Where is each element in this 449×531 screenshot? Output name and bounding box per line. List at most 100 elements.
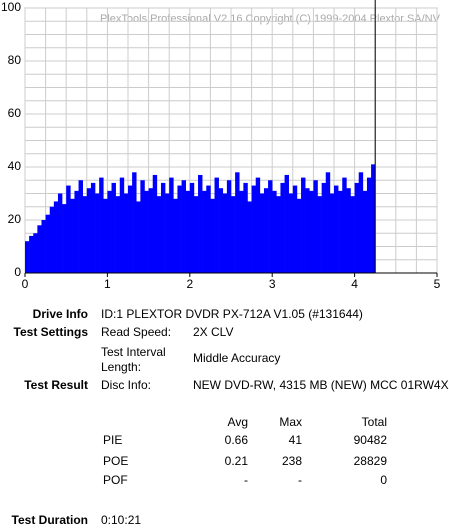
bar — [301, 177, 306, 273]
x-tick-label: 3 — [269, 277, 276, 291]
bar — [57, 193, 63, 273]
bar — [177, 185, 182, 273]
bar — [144, 190, 149, 273]
bar — [128, 185, 133, 273]
bar — [41, 220, 46, 273]
bar — [362, 190, 368, 273]
bar — [309, 190, 314, 273]
bar — [272, 190, 277, 273]
value: 0:10:21 — [101, 513, 142, 527]
x-tick-label: 2 — [186, 277, 193, 291]
cell: 41 — [288, 433, 302, 447]
label: Drive Info — [32, 307, 88, 321]
bar — [115, 196, 121, 273]
bar — [78, 180, 83, 273]
bar — [354, 182, 360, 273]
bar — [189, 182, 195, 273]
bar — [90, 182, 96, 273]
bar — [70, 198, 75, 273]
bar — [342, 177, 347, 273]
y-tick-label: 100 — [1, 0, 21, 14]
value: ID:1 PLEXTOR DVDR PX-712A V1.05 (#131644… — [101, 307, 363, 321]
bar — [165, 193, 170, 273]
bar — [321, 182, 327, 273]
y-tick-label: 40 — [8, 159, 22, 173]
bar — [288, 193, 294, 273]
bar — [235, 172, 240, 273]
bar — [173, 198, 178, 273]
x-tick-label: 1 — [104, 277, 111, 291]
value: 2X CLV — [193, 325, 234, 339]
bar — [25, 241, 30, 273]
bar — [280, 182, 285, 273]
bar — [33, 233, 38, 273]
bar — [247, 201, 252, 273]
cell: 238 — [281, 454, 302, 468]
bar — [276, 196, 281, 273]
bar — [214, 177, 219, 273]
bar — [53, 201, 59, 273]
y-tick-label: 80 — [8, 53, 22, 67]
row-label: POE — [103, 454, 129, 468]
value: Middle Accuracy — [193, 351, 281, 365]
bar — [37, 225, 42, 273]
bar — [169, 177, 174, 273]
chart: PlexTools Professional V2.16 Copyright (… — [1, 0, 441, 291]
bar — [218, 188, 224, 273]
bar — [206, 185, 211, 273]
bar — [317, 196, 322, 273]
value: NEW DVD-RW, 4315 MB (NEW) MCC 01RW4X — [193, 378, 449, 392]
cell: 90482 — [353, 433, 387, 447]
bar — [305, 188, 310, 273]
bar — [132, 172, 137, 273]
bar — [82, 196, 88, 273]
row-label: PIE — [103, 433, 123, 447]
bar — [181, 180, 186, 273]
x-tick-label: 5 — [434, 277, 441, 291]
bar — [222, 193, 228, 273]
bar — [99, 177, 104, 273]
label: Test Result — [24, 378, 88, 392]
cell: - — [298, 473, 302, 487]
column-header: Avg — [227, 415, 248, 429]
bar — [29, 235, 34, 273]
bar — [66, 185, 71, 273]
bar — [62, 204, 67, 273]
bar — [338, 190, 343, 273]
bar — [103, 198, 108, 273]
bar — [198, 174, 203, 273]
bar — [263, 188, 269, 273]
bar — [140, 180, 145, 273]
bar — [296, 198, 302, 273]
y-tick-label: 0 — [14, 265, 21, 279]
bar — [371, 164, 376, 273]
bar — [74, 190, 79, 273]
bar — [119, 177, 125, 273]
bar — [210, 198, 215, 273]
cell: 0.66 — [224, 433, 248, 447]
x-tick-label: 0 — [22, 277, 29, 291]
bar — [313, 180, 318, 273]
cell: 0.21 — [224, 454, 248, 468]
label: Disc Info: — [101, 378, 152, 392]
bar — [231, 196, 236, 273]
cell: - — [244, 473, 248, 487]
row-label: POF — [103, 473, 128, 487]
bar — [156, 196, 162, 273]
bar — [185, 190, 191, 273]
bar — [268, 180, 273, 273]
bar — [148, 188, 154, 273]
x-tick-label: 4 — [351, 277, 358, 291]
bar — [86, 188, 92, 273]
bar — [136, 201, 141, 273]
column-header: Total — [361, 415, 387, 429]
bar — [123, 193, 129, 273]
bar — [251, 185, 257, 273]
bar — [243, 182, 248, 273]
cell: 0 — [380, 473, 387, 487]
bar — [366, 177, 372, 273]
y-tick-label: 20 — [8, 212, 22, 226]
cell: 28829 — [353, 454, 387, 468]
bar — [329, 193, 335, 273]
